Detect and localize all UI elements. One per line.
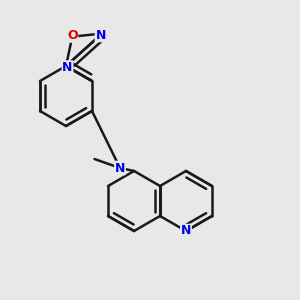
Text: O: O <box>67 29 77 42</box>
Text: N: N <box>95 28 106 41</box>
Text: N: N <box>62 61 73 74</box>
Text: N: N <box>115 161 125 175</box>
Text: N: N <box>181 224 191 238</box>
